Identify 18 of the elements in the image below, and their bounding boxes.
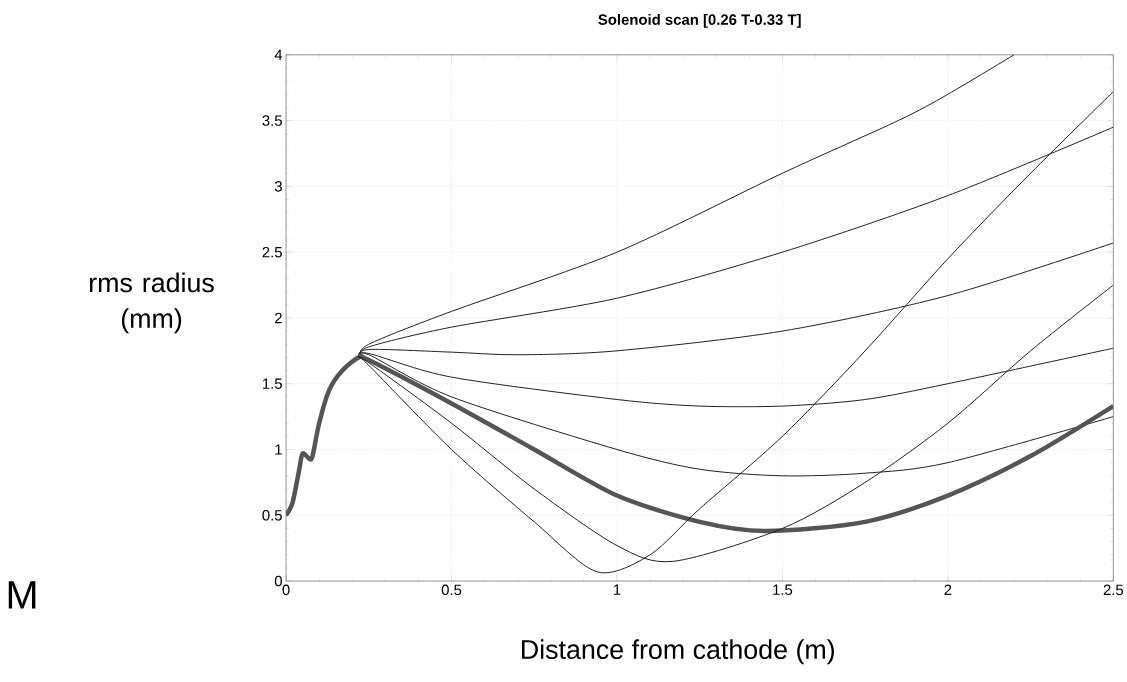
y-tick-label: 0	[274, 575, 282, 587]
y-tick-label: 0.5	[262, 510, 282, 521]
x-tick-label: 2.5	[1103, 584, 1124, 596]
y-tick-label: 4	[274, 49, 283, 61]
x-tick-label: 1	[613, 584, 621, 595]
chart-title: Solenoid scan [0.26 T-0.33 T]	[598, 14, 801, 28]
x-tick-label: 2	[944, 584, 952, 596]
text: M	[8, 581, 36, 609]
x-tick-label: 0.5	[441, 584, 462, 596]
y-tick-label: 1	[275, 444, 282, 455]
y-tick-label: 1.5	[262, 378, 282, 390]
y-tick-label: 3.5	[262, 115, 282, 126]
y-tick-label: 2.5	[262, 247, 282, 258]
x-tick-label: 1.5	[773, 584, 793, 596]
x-axis-title: Distance from cathode (m)	[522, 639, 834, 665]
y-axis-title: rms radius (mm)	[89, 272, 214, 334]
y-tick-label: 2	[275, 312, 282, 324]
y-tick-label: 3	[274, 181, 282, 192]
